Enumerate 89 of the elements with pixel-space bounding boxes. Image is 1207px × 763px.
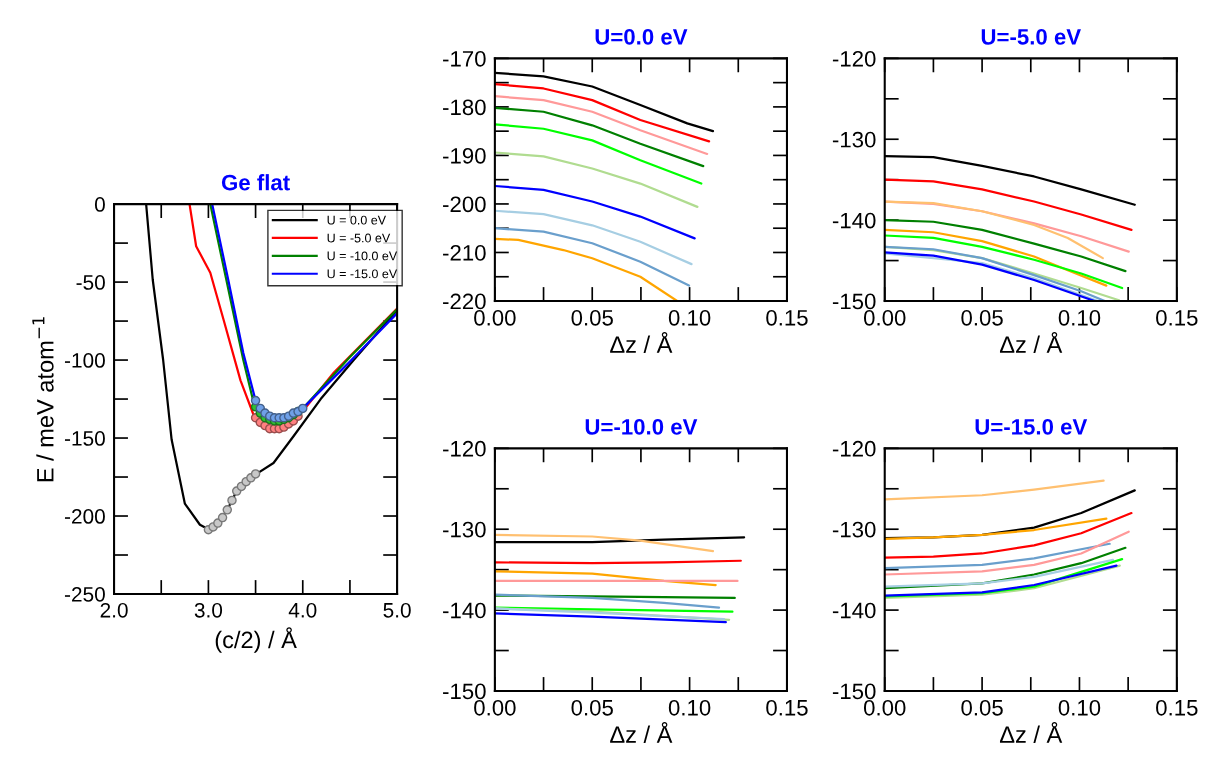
- y-tick-label: -150: [832, 683, 876, 700]
- x-tick-label: 0.00: [474, 699, 516, 716]
- line-series: [494, 95, 709, 156]
- legend-label: U = -5.0 eV: [327, 233, 391, 243]
- x-tick-label: 0.00: [863, 309, 906, 326]
- line-series: [884, 479, 1105, 501]
- chart-title: U=-10.0 eV: [585, 418, 698, 435]
- line-series: [494, 570, 717, 587]
- y-tick-label: -130: [832, 521, 876, 538]
- line-series: [884, 219, 1127, 273]
- point: [250, 395, 261, 406]
- y-tick-label: -210: [443, 245, 486, 261]
- y-tick-label: -120: [443, 440, 486, 457]
- y-tick-label: -120: [832, 440, 876, 457]
- point: [227, 495, 237, 506]
- y-tick-label: -150: [64, 431, 105, 446]
- line-series: [494, 151, 699, 208]
- x-tick-label: 0.10: [668, 699, 711, 716]
- y-tick-label: -150: [443, 683, 486, 700]
- y-tick-label: 0: [94, 197, 105, 212]
- line-series: [884, 511, 1133, 559]
- line-series: [884, 234, 1124, 290]
- y-tick-label: -220: [443, 293, 486, 310]
- y-axis-title: E / meV atom$^{−1}$: [32, 317, 54, 482]
- line-series: [494, 123, 703, 185]
- x-tick-label: 0.00: [863, 699, 906, 716]
- y-tick-label: -200: [443, 196, 486, 213]
- chart-title: Ge flat: [221, 174, 290, 191]
- y-tick-label: -120: [832, 50, 876, 67]
- x-tick-label: 5.0: [383, 602, 411, 618]
- y-tick-label: -130: [443, 521, 486, 538]
- line-series: [884, 228, 1108, 287]
- x-tick-label: 2.0: [100, 602, 128, 618]
- chart-title: U=0.0 eV: [595, 28, 688, 45]
- x-tick-label: 0.10: [1058, 309, 1101, 326]
- x-tick-label: 0.10: [668, 309, 711, 326]
- y-tick-label: -130: [832, 131, 876, 148]
- line-series: [494, 82, 711, 143]
- line-series: [494, 106, 705, 168]
- line-series: [884, 200, 1104, 260]
- line-series: [494, 237, 679, 301]
- line-series: [494, 184, 696, 240]
- y-tick-label: -100: [64, 353, 105, 368]
- line-series: [884, 542, 1111, 570]
- line-series: [884, 530, 1130, 576]
- x-tick-label: 0.15: [766, 699, 808, 716]
- x-tick-label: 0.15: [1156, 309, 1198, 326]
- chart-title: U=-15.0 eV: [975, 418, 1088, 435]
- legend-label: U = -10.0 eV: [327, 251, 398, 261]
- line-series: [884, 178, 1133, 231]
- x-tick-label: 0.00: [474, 309, 516, 326]
- point: [222, 505, 233, 515]
- x-tick-label: 0.10: [1058, 699, 1101, 716]
- line-series: [884, 546, 1127, 590]
- y-tick-label: -190: [443, 147, 486, 164]
- y-tick-label: -140: [832, 212, 876, 229]
- x-axis-title: Δz / Å: [610, 722, 673, 743]
- x-tick-label: 0.05: [961, 699, 1003, 716]
- point: [298, 403, 308, 414]
- x-axis-title: (c/2) / Å: [215, 627, 297, 653]
- point: [250, 469, 261, 479]
- y-tick-label: -170: [443, 50, 486, 67]
- x-axis-title: Δz / Å: [999, 722, 1063, 743]
- y-tick-label: -50: [76, 275, 105, 290]
- x-tick-label: 0.05: [571, 309, 613, 326]
- line-series: [494, 227, 691, 287]
- x-axis-title: Δz / Å: [610, 332, 673, 353]
- y-tick-label: -180: [443, 99, 486, 116]
- line-series: [494, 209, 693, 266]
- x-tick-label: 0.15: [1156, 699, 1198, 716]
- legend-label: U = 0.0 eV: [327, 215, 387, 225]
- x-axis-title: Δz / Å: [999, 332, 1063, 353]
- x-tick-label: 0.05: [571, 699, 613, 716]
- y-tick-label: -200: [64, 509, 105, 524]
- line-series: [494, 593, 721, 609]
- legend-label: U = -15.0 eV: [327, 269, 398, 279]
- line-series: [884, 517, 1108, 541]
- y-tick-label: -140: [443, 602, 486, 619]
- x-tick-label: 3.0: [194, 602, 223, 618]
- y-tick-label: -150: [832, 293, 876, 310]
- x-tick-label: 0.15: [766, 309, 808, 326]
- x-tick-label: 4.0: [288, 602, 317, 618]
- y-tick-label: -250: [64, 587, 105, 602]
- y-tick-label: -140: [832, 602, 876, 619]
- x-tick-label: 0.05: [961, 309, 1003, 326]
- chart-title: U=-5.0 eV: [981, 28, 1081, 45]
- line-series: [884, 558, 1115, 588]
- point: [217, 512, 228, 523]
- line-series: [494, 533, 715, 553]
